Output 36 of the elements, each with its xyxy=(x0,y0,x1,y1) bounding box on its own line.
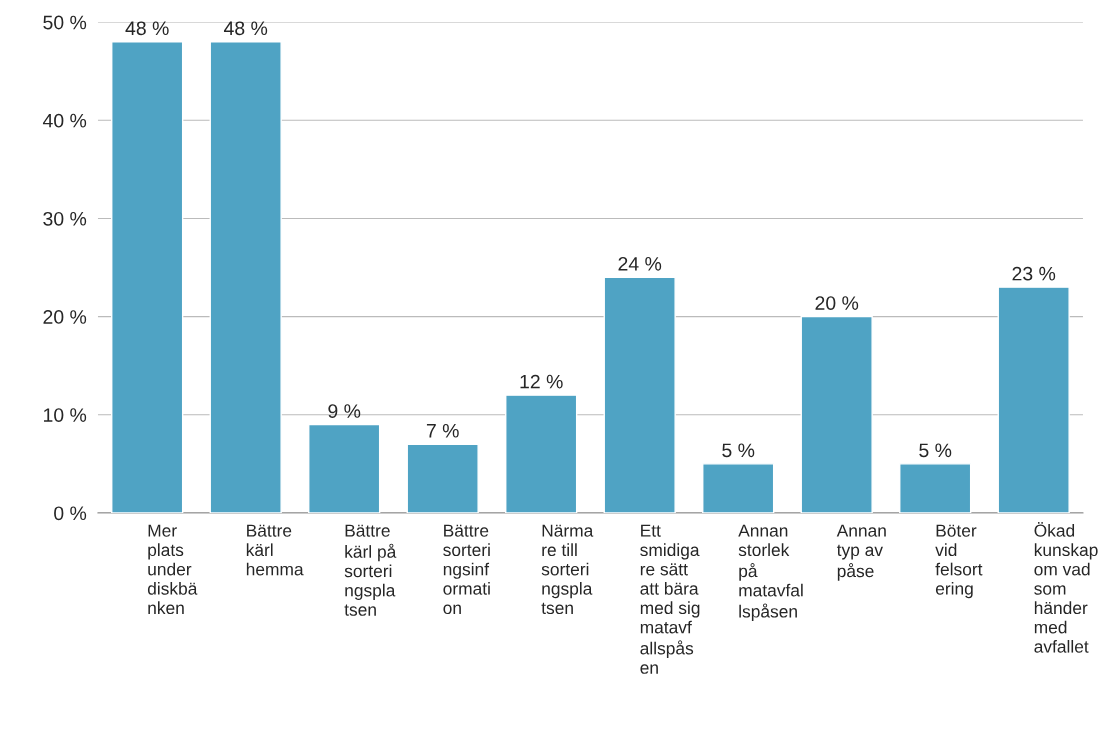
y-tick-label: 40 % xyxy=(42,113,87,128)
bar xyxy=(997,286,1070,513)
x-tick-label: Bättre sorteri ngsinf ormati on xyxy=(443,524,490,615)
y-tick-label: 0 % xyxy=(54,506,87,521)
data-label: 7 % xyxy=(426,423,459,438)
data-label: 24 % xyxy=(618,256,662,271)
bar xyxy=(111,41,184,513)
bar xyxy=(406,443,479,513)
y-tick-label: 50 % xyxy=(43,15,87,30)
bar xyxy=(899,463,972,513)
bar xyxy=(505,394,578,513)
data-label: 9 % xyxy=(328,404,361,418)
data-label: 5 % xyxy=(722,443,755,458)
x-tick-label: Böter vid felsort ering xyxy=(935,524,983,599)
bar xyxy=(800,315,873,513)
y-tick-label: 30 % xyxy=(43,211,87,226)
data-label: 5 % xyxy=(919,443,952,458)
y-tick-label: 20 % xyxy=(43,310,87,324)
data-label: 20 % xyxy=(815,296,859,310)
x-tick-label: Annan typ av påse xyxy=(836,524,886,581)
x-tick-label: Ett smidiga re sätt att bära med sig matavf allspås en xyxy=(640,524,700,674)
x-tick-label: Ökad kunskap om vad som händer med avfallet xyxy=(1034,522,1098,653)
data-label: 48 % xyxy=(223,21,268,36)
data-label: 48 % xyxy=(125,21,169,36)
data-label: 23 % xyxy=(1012,266,1056,281)
data-label: 12 % xyxy=(520,374,563,389)
x-tick-label: Närma re till sorteri ngspla tsen xyxy=(541,524,594,615)
bar xyxy=(308,423,381,513)
bar xyxy=(702,463,775,513)
bar xyxy=(209,41,282,513)
x-tick-label: Annan storlek på matavfal lspåsen xyxy=(738,524,803,622)
x-tick-label: Bättre kärl hemma xyxy=(246,524,304,576)
y-tick-label: 10 % xyxy=(44,408,87,422)
x-tick-label: Bättre kärl på sorteri ngspla tsen xyxy=(344,524,397,616)
bar xyxy=(603,276,676,513)
x-tick-label: Mer plats under diskbä nken xyxy=(147,524,198,615)
